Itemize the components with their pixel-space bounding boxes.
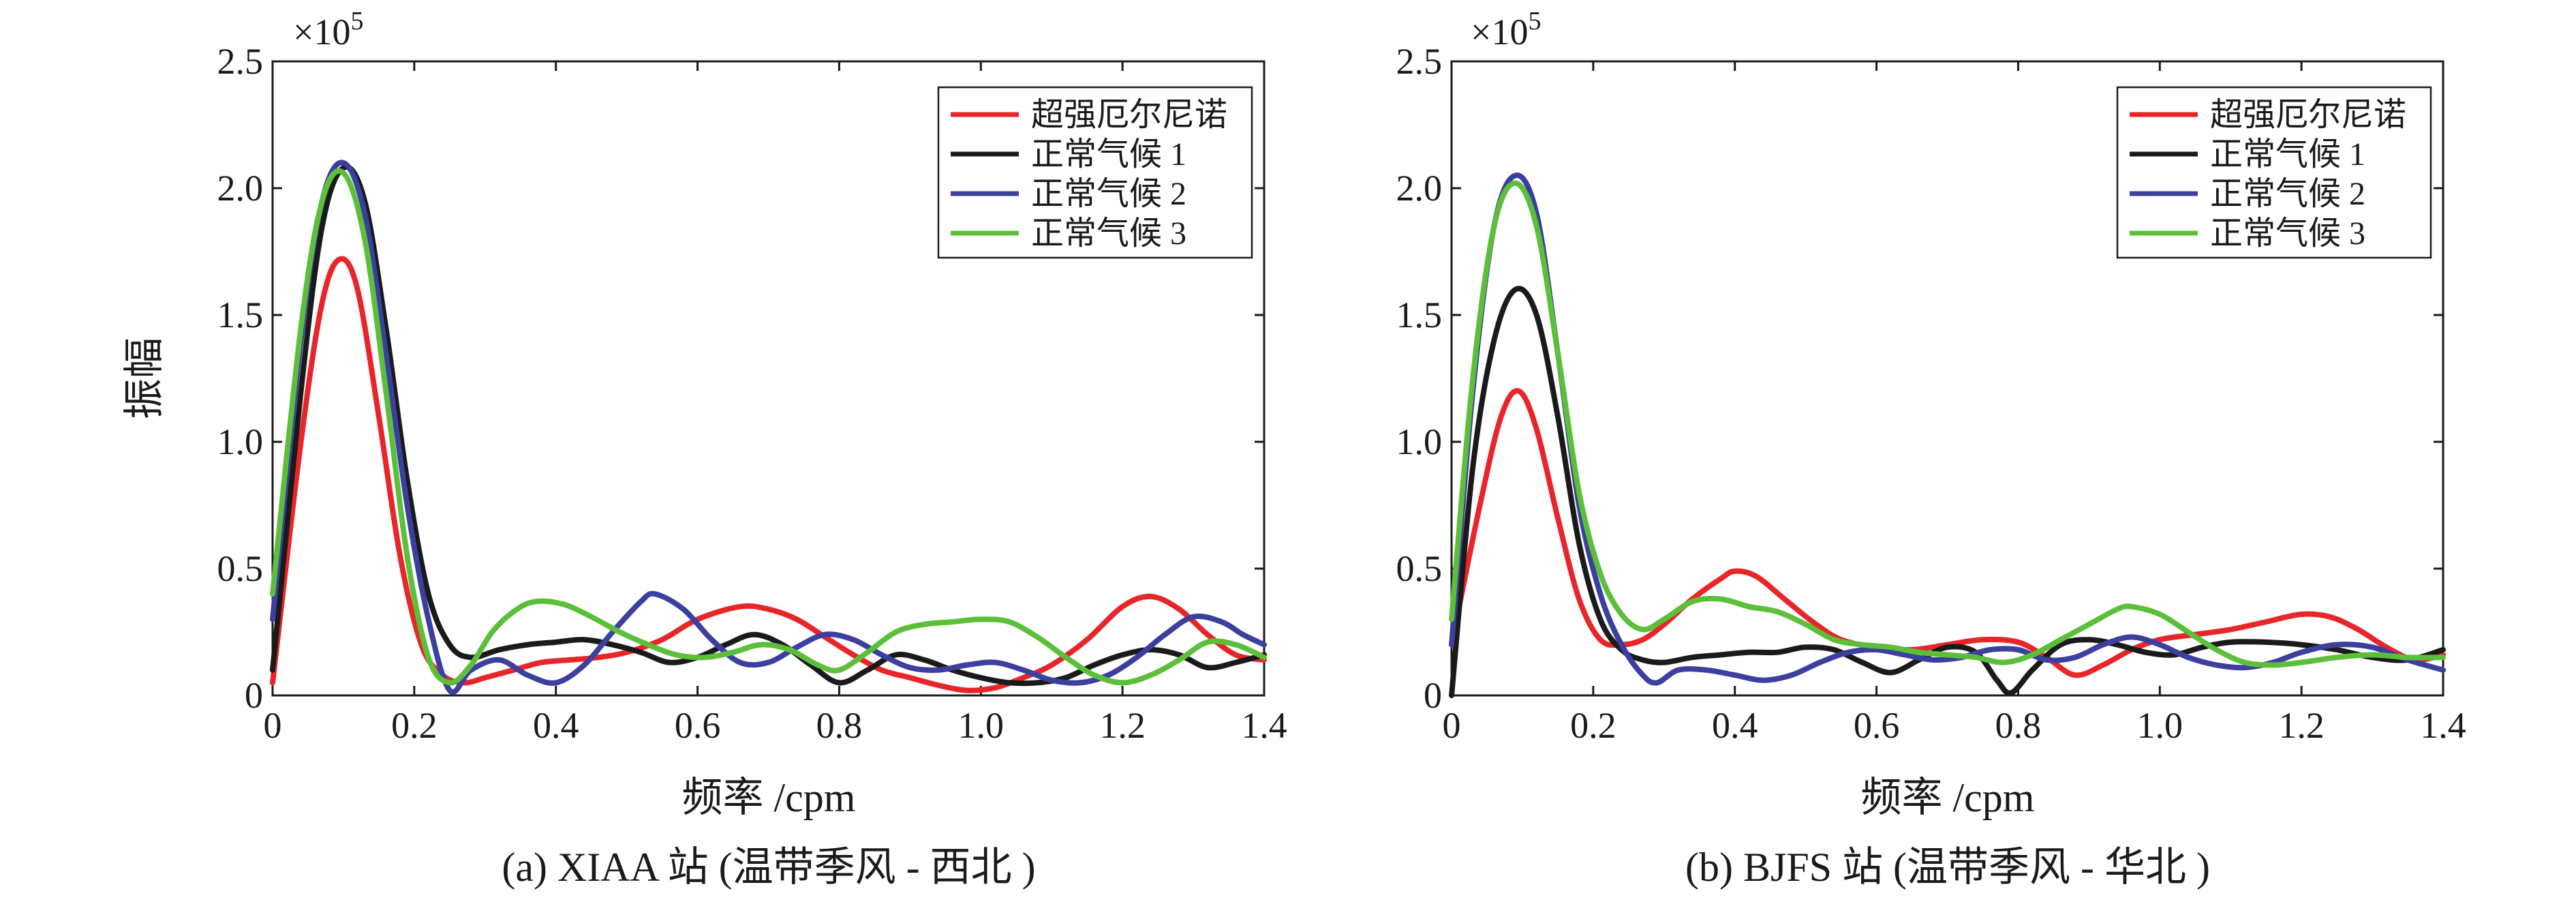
y-tick-label: 1.5 — [1396, 295, 1443, 335]
legend-label: 正常气候 2 — [1031, 176, 1186, 212]
x-tick-label: 0 — [264, 705, 282, 746]
y-tick-label: 2.5 — [217, 41, 264, 82]
y-exponent-label: ×105 — [293, 7, 363, 52]
y-tick-label: 0.5 — [217, 548, 264, 589]
y-tick-label: 2.0 — [1396, 168, 1443, 209]
series-line-1 — [1449, 388, 2446, 678]
y-tick-label: 2.0 — [217, 168, 264, 209]
plot-frame — [1450, 60, 2444, 697]
series-line-1 — [270, 256, 1267, 693]
y-exponent-label: ×105 — [1471, 7, 1541, 52]
series-lines — [270, 160, 1267, 695]
x-tick-label: 1.0 — [958, 705, 1005, 746]
x-tick-label: 0.6 — [675, 705, 721, 746]
x-tick-label: 0.6 — [1854, 705, 1900, 746]
y-tick-label: 0 — [1424, 675, 1442, 716]
legend-label: 超强厄尔尼诺 — [1031, 97, 1227, 133]
x-tick-label: 0.4 — [533, 705, 579, 746]
x-tick-label: 1.4 — [1241, 705, 1287, 746]
series-line-4 — [270, 168, 1267, 686]
x-tick-label: 1.2 — [1099, 705, 1146, 746]
y-tick-label: 1.0 — [217, 421, 264, 462]
y-tick-label: 1.0 — [1396, 421, 1443, 462]
legend-label: 正常气候 3 — [2210, 215, 2365, 252]
x-tick-label: 0.2 — [1570, 705, 1616, 746]
series-line-2 — [270, 164, 1267, 687]
series-lines — [1449, 172, 2446, 698]
series-line-4 — [1449, 180, 2446, 668]
caption-b: (b) BJFS 站 (温带季风 - 华北 ) — [1685, 845, 2210, 890]
axis-ticks: 0 0.2 0.4 0.6 0.8 1.0 1.2 1.4 0 0.5 1.0 1.5 2.0 2.5 — [217, 41, 1287, 746]
x-axis-title: 频率 /cpm — [682, 775, 856, 820]
plot-frame — [271, 60, 1266, 697]
x-tick-label: 1.0 — [2137, 705, 2183, 746]
x-tick-label: 0.2 — [391, 705, 438, 746]
series-line-2 — [1449, 286, 2446, 698]
caption-a: (a) XIAA 站 (温带季风 - 西北 ) — [502, 845, 1035, 890]
legend-label: 正常气候 3 — [1031, 215, 1186, 252]
x-tick-label: 1.2 — [2278, 705, 2325, 746]
x-axis-title: 频率 /cpm — [1861, 775, 2035, 820]
y-tick-label: 0.5 — [1396, 548, 1443, 589]
x-tick-label: 0.8 — [816, 705, 863, 746]
x-tick-label: 0.8 — [1995, 705, 2042, 746]
y-tick-label: 0 — [245, 675, 263, 716]
x-tick-label: 0 — [1443, 705, 1461, 746]
series-line-3 — [270, 160, 1267, 695]
legend-label: 正常气候 1 — [1031, 136, 1186, 172]
axis-ticks: 0 0.2 0.4 0.6 0.8 1.0 1.2 1.4 0 0.5 1.0 1.5 2.0 2.5 — [1396, 41, 2466, 746]
legend-label: 超强厄尔尼诺 — [2210, 97, 2406, 133]
x-tick-label: 0.4 — [1712, 705, 1758, 746]
legend-label: 正常气候 2 — [2210, 176, 2365, 212]
y-axis-title: 振幅 — [122, 337, 167, 419]
y-tick-label: 1.5 — [217, 295, 264, 335]
legend-label: 正常气候 1 — [2210, 136, 2365, 172]
panel-a: 0 0.2 0.4 0.6 0.8 1.0 1.2 1.4 0 0.5 1.0 1.5 2.0 2.5 超… — [122, 7, 1287, 890]
x-tick-label: 1.4 — [2420, 705, 2466, 746]
y-tick-label: 2.5 — [1396, 41, 1443, 82]
panel-b: 0 0.2 0.4 0.6 0.8 1.0 1.2 1.4 0 0.5 1.0 1.5 2.0 2.5 超… — [1396, 7, 2466, 890]
